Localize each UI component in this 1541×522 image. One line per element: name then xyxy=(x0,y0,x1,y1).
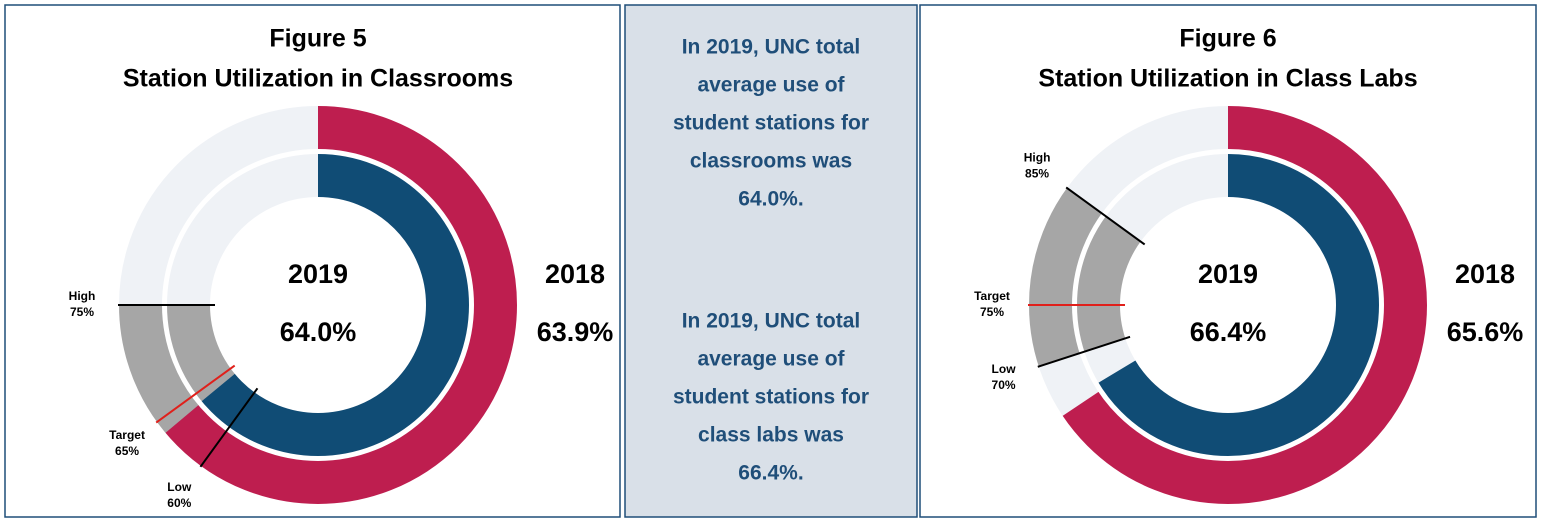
marker-value: 75% xyxy=(70,305,94,319)
chart-title: Station Utilization in Class Labs xyxy=(1038,65,1417,93)
series-name: 2019 xyxy=(1198,259,1258,289)
marker-line xyxy=(199,387,259,468)
marker-name: Low xyxy=(167,480,192,494)
chart-title: Station Utilization in Classrooms xyxy=(123,65,513,93)
note-line: In 2019, UNC total xyxy=(682,36,861,59)
note-line: student stations for xyxy=(673,386,869,409)
note-line: student stations for xyxy=(673,112,869,135)
chart-title: Figure 5 xyxy=(269,25,366,53)
panel-right xyxy=(919,4,1537,518)
series-value: 65.6% xyxy=(1447,317,1524,347)
series-name: 2018 xyxy=(545,259,605,289)
marker-line xyxy=(1037,335,1131,368)
note-line: 64.0%. xyxy=(738,188,803,211)
value-arc xyxy=(1097,153,1381,458)
range-band xyxy=(1028,187,1103,367)
marker-name: Target xyxy=(974,289,1010,303)
note-line: classrooms was xyxy=(690,150,852,173)
note-line: class labs was xyxy=(698,424,844,447)
marker-name: Low xyxy=(992,362,1017,376)
marker-name: High xyxy=(69,289,96,303)
marker-value: 70% xyxy=(992,378,1016,392)
marker-line xyxy=(1065,186,1146,246)
marker-line xyxy=(155,364,236,424)
series-value: 66.4% xyxy=(1190,317,1267,347)
series-value: 64.0% xyxy=(280,317,357,347)
value-arc xyxy=(200,153,470,457)
marker-value: 75% xyxy=(980,305,1004,319)
series-value: 63.9% xyxy=(537,317,614,347)
series-name: 2019 xyxy=(288,259,348,289)
note-box xyxy=(624,4,918,518)
value-arc xyxy=(164,105,519,505)
note-line: average use of xyxy=(697,348,845,371)
marker-name: Target xyxy=(109,428,145,442)
note-line: In 2019, UNC total xyxy=(682,310,861,333)
marker-value: 85% xyxy=(1025,166,1049,180)
note-line: 66.4%. xyxy=(738,462,803,485)
marker-name: High xyxy=(1024,150,1051,164)
marker-value: 60% xyxy=(167,496,191,510)
marker-value: 65% xyxy=(115,444,139,458)
chart-title: Figure 6 xyxy=(1179,25,1276,53)
series-name: 2018 xyxy=(1455,259,1515,289)
note-line: average use of xyxy=(697,74,845,97)
range-band xyxy=(1075,215,1142,352)
